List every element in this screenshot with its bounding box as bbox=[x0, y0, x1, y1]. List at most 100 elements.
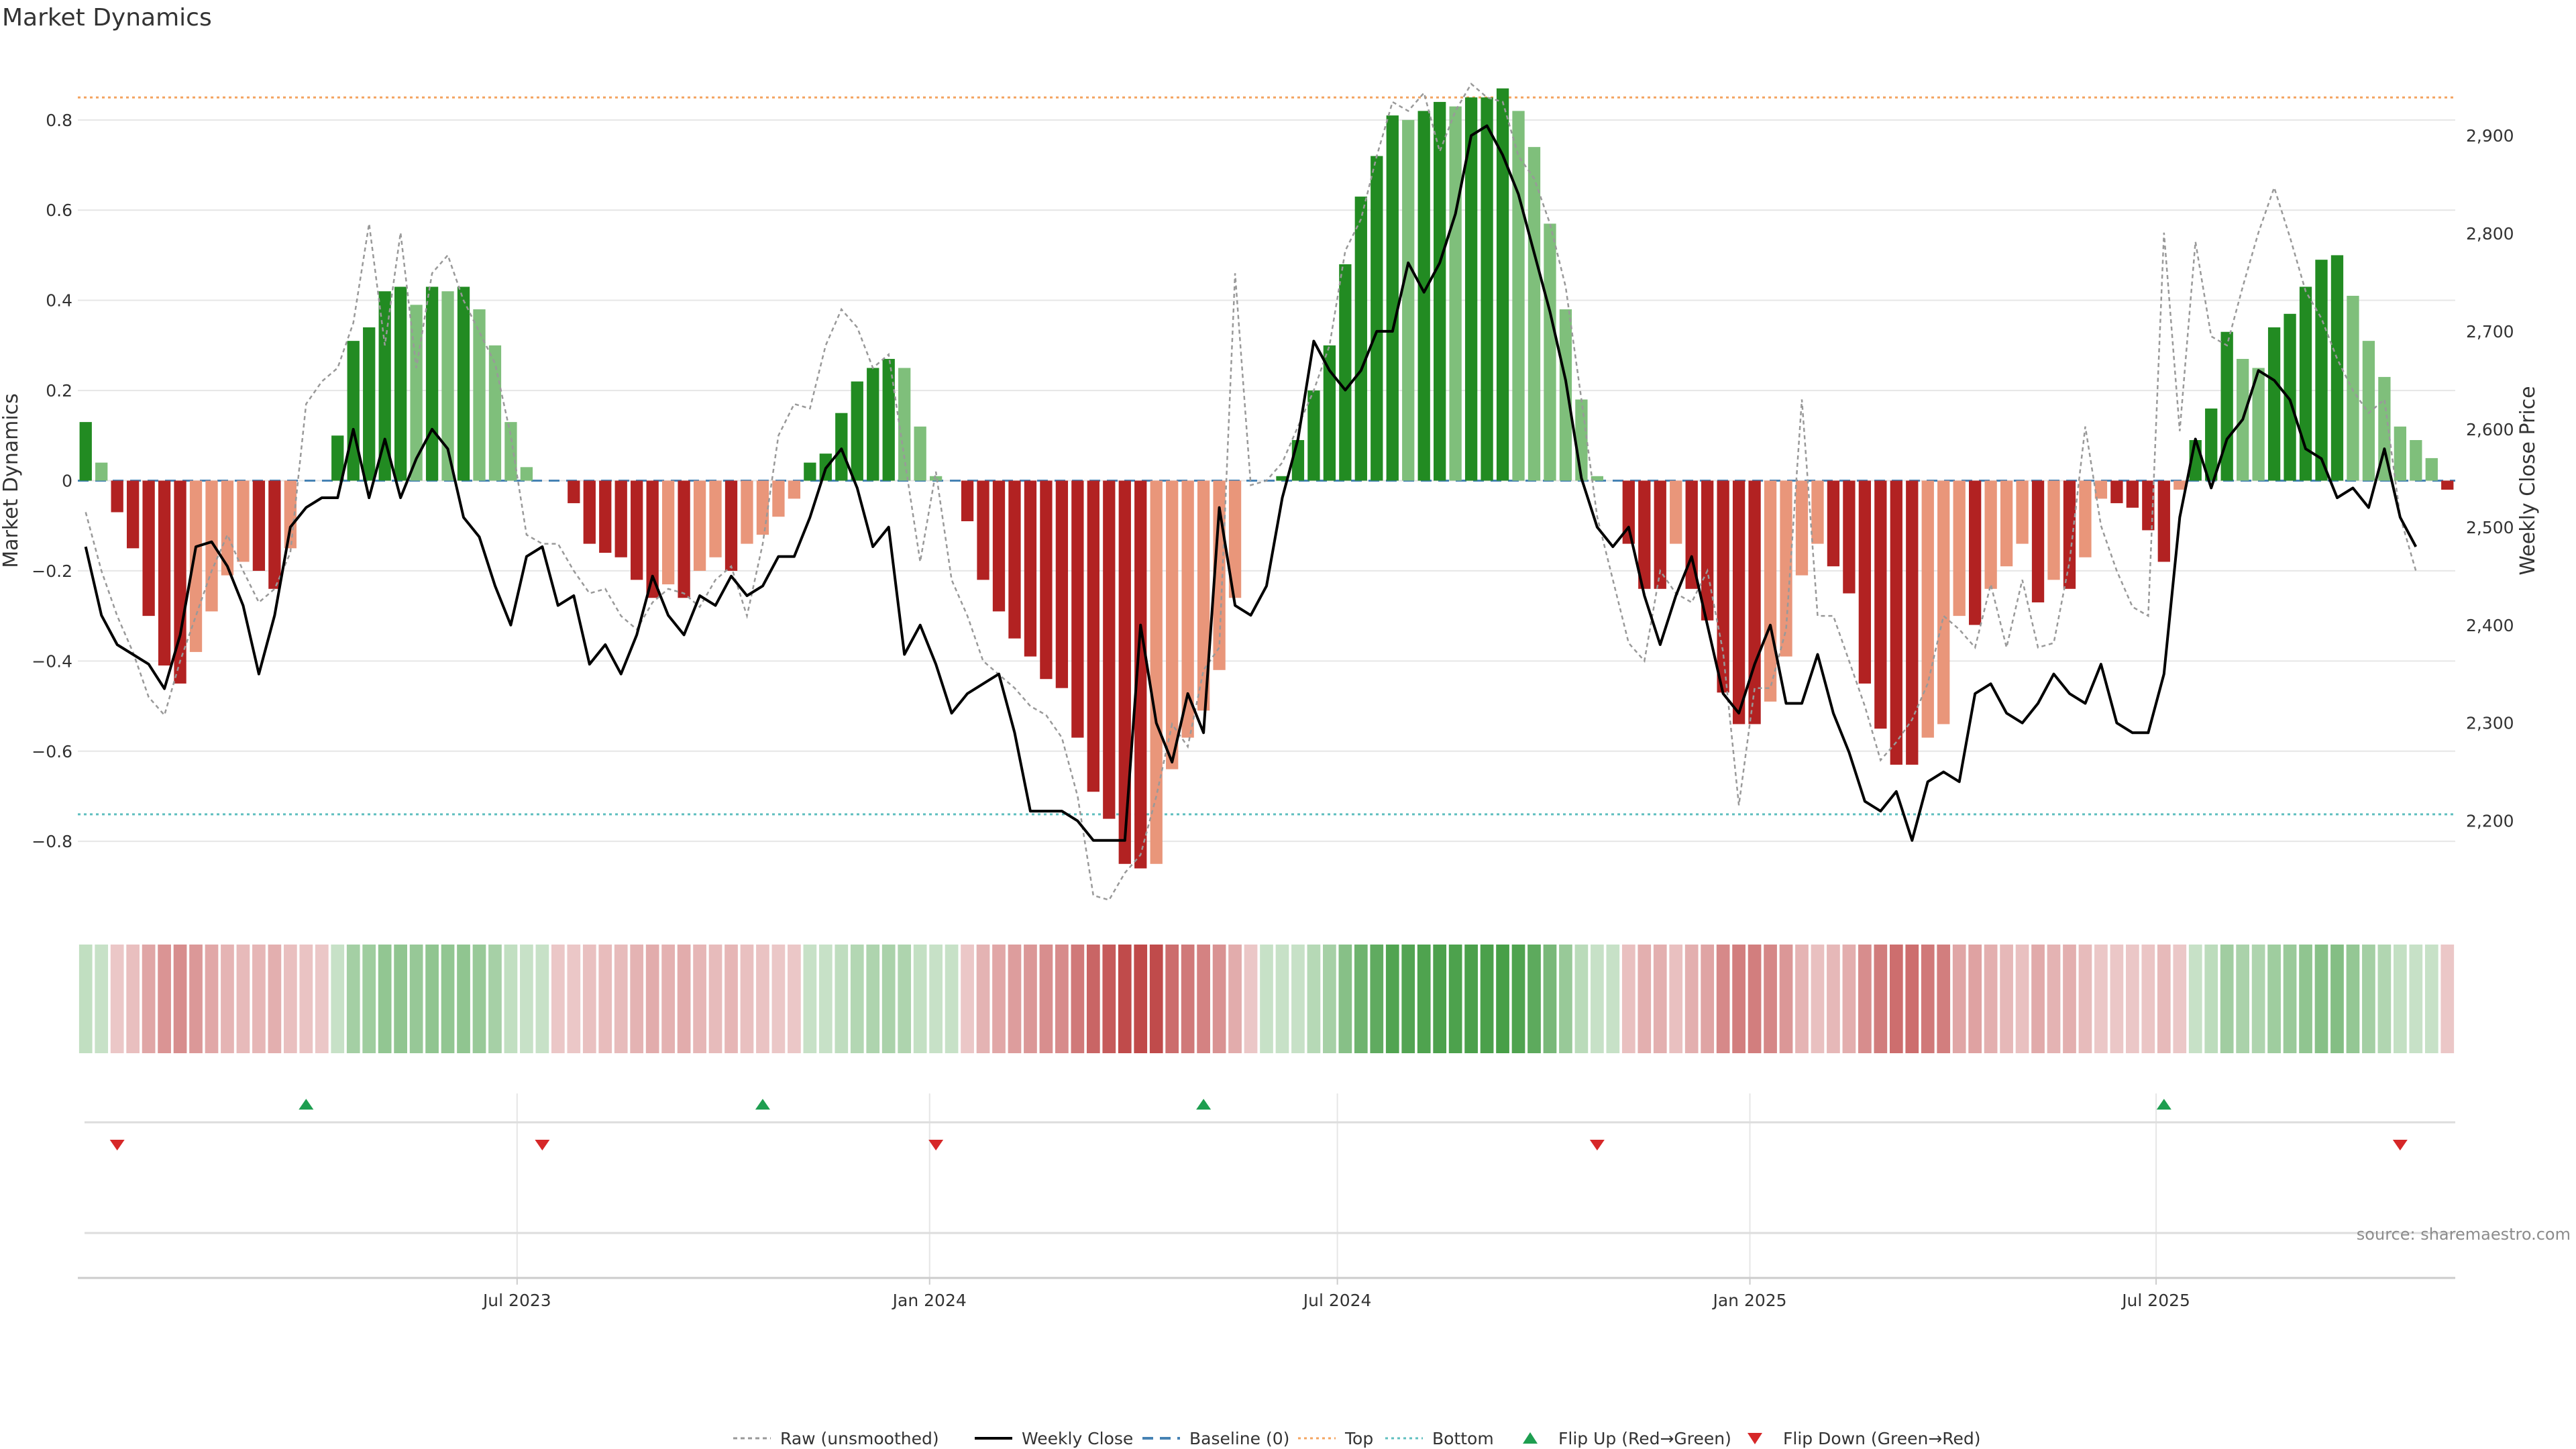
strip-cell bbox=[1827, 945, 1840, 1053]
y2-tick-label: 2,900 bbox=[2466, 126, 2514, 146]
source-label: source: sharemaestro.com bbox=[2357, 1225, 2571, 1244]
strip-cell bbox=[976, 945, 990, 1053]
strip-cell bbox=[1134, 945, 1148, 1053]
strip-cell bbox=[331, 945, 345, 1053]
strip-cell bbox=[961, 945, 974, 1053]
strip-cell bbox=[110, 945, 124, 1053]
strip-cell bbox=[1732, 945, 1746, 1053]
bar bbox=[599, 480, 612, 553]
bar bbox=[1197, 480, 1210, 711]
y-tick-label: 0.4 bbox=[46, 291, 72, 311]
legend-item-flip_up: Flip Up (Red→Green) bbox=[1523, 1429, 1731, 1448]
bar bbox=[1118, 480, 1131, 864]
bar bbox=[867, 368, 879, 481]
bar bbox=[1150, 480, 1163, 864]
x-tick-label: Jul 2025 bbox=[2121, 1291, 2190, 1310]
bar bbox=[1417, 111, 1430, 481]
bar bbox=[1008, 480, 1021, 639]
bar bbox=[1371, 156, 1383, 481]
bar bbox=[1717, 480, 1729, 693]
strip-cell bbox=[1244, 945, 1258, 1053]
strip-cell bbox=[1874, 945, 1888, 1053]
legend-label: Bottom bbox=[1432, 1429, 1494, 1448]
bar bbox=[504, 422, 517, 481]
strip-cell bbox=[850, 945, 864, 1053]
bar bbox=[1780, 480, 1792, 657]
strip-cell bbox=[1606, 945, 1620, 1053]
strip-cell bbox=[1370, 945, 1384, 1053]
legend-label: Top bbox=[1344, 1429, 1373, 1448]
flip-up-marker bbox=[755, 1099, 770, 1110]
bar bbox=[709, 480, 722, 557]
strip-cell bbox=[504, 945, 518, 1053]
bar bbox=[111, 480, 123, 513]
bar bbox=[661, 480, 675, 585]
strip-cell bbox=[283, 945, 297, 1053]
legend-item-baseline: Baseline (0) bbox=[1142, 1429, 1289, 1448]
strip-cell bbox=[898, 945, 912, 1053]
legend-item-raw: Raw (unsmoothed) bbox=[733, 1429, 939, 1448]
bar bbox=[1732, 480, 1746, 724]
bar bbox=[158, 480, 171, 666]
strip-cell bbox=[1307, 945, 1321, 1053]
strip-cell bbox=[567, 945, 581, 1053]
bar bbox=[804, 462, 816, 481]
strip-cell bbox=[1842, 945, 1856, 1053]
bar bbox=[1323, 345, 1336, 481]
bar bbox=[221, 480, 234, 576]
strip-cell bbox=[661, 945, 675, 1053]
strip-cell bbox=[378, 945, 392, 1053]
strip-cell bbox=[425, 945, 439, 1053]
bar bbox=[457, 286, 470, 481]
bar bbox=[1103, 480, 1116, 819]
regime-strip bbox=[78, 945, 2455, 1053]
strip-cell bbox=[2377, 945, 2392, 1053]
bar bbox=[1559, 309, 1572, 481]
bar bbox=[756, 480, 769, 535]
bar bbox=[79, 422, 92, 481]
y-tick-label: 0.2 bbox=[46, 381, 72, 400]
bar bbox=[268, 480, 281, 589]
strip-cell bbox=[1480, 945, 1494, 1053]
strip-cell bbox=[441, 945, 455, 1053]
bar bbox=[1339, 264, 1352, 481]
legend-label: Flip Down (Green→Red) bbox=[1783, 1429, 1981, 1448]
bar bbox=[378, 291, 391, 481]
strip-cell bbox=[1401, 945, 1415, 1053]
bar bbox=[2347, 295, 2359, 481]
bar bbox=[2047, 480, 2060, 580]
strip-cell bbox=[1086, 945, 1100, 1053]
bar bbox=[2252, 368, 2265, 481]
y-tick-label: 0.8 bbox=[46, 111, 72, 130]
bar bbox=[1575, 399, 1588, 481]
strip-cell bbox=[1748, 945, 1762, 1053]
bar bbox=[1307, 390, 1320, 481]
bar bbox=[929, 476, 943, 481]
strip-cell bbox=[142, 945, 156, 1053]
bar bbox=[1024, 480, 1037, 657]
x-tick-label: Jul 2023 bbox=[482, 1291, 551, 1310]
strip-cell bbox=[2409, 945, 2423, 1053]
strip-cell bbox=[1779, 945, 1793, 1053]
bar bbox=[2394, 426, 2407, 481]
y-tick-label: −0.2 bbox=[32, 561, 72, 581]
strip-cell bbox=[2346, 945, 2360, 1053]
strip-cell bbox=[724, 945, 738, 1053]
y-axis-left: −0.8 −0.6 −0.4 −0.2 0 0.2 0.4 0.6 0.8 Market Dyna… bbox=[0, 111, 72, 851]
strip-cell bbox=[1496, 945, 1509, 1053]
bar bbox=[2284, 313, 2296, 481]
strip-cell bbox=[835, 945, 849, 1053]
strip-cell bbox=[362, 945, 376, 1053]
strip-cell bbox=[78, 945, 93, 1053]
strip-cell bbox=[488, 945, 502, 1053]
bar bbox=[1134, 480, 1147, 869]
bar bbox=[1291, 440, 1305, 481]
x-tick-label: Jan 2024 bbox=[892, 1291, 967, 1310]
strip-cell bbox=[346, 945, 360, 1053]
strip-cell bbox=[1464, 945, 1478, 1053]
y-tick-label: −0.6 bbox=[32, 742, 72, 761]
bar bbox=[1276, 476, 1289, 481]
flip-down-marker bbox=[928, 1140, 944, 1150]
strip-cell bbox=[1039, 945, 1053, 1053]
bar bbox=[1843, 480, 1856, 594]
